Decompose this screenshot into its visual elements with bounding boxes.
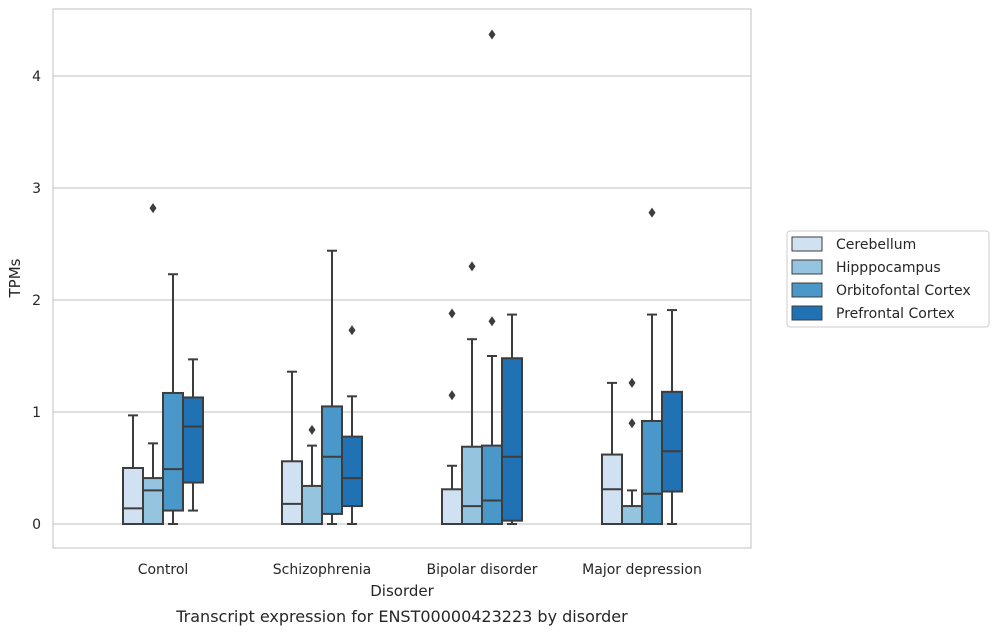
legend-label: Hipppocampus [836,260,941,276]
x-tick-label: Bipolar disorder [426,562,537,578]
outlier-marker [628,377,636,388]
box-plot [501,313,523,525]
box [162,391,184,512]
outlier-marker [149,203,157,214]
box [281,460,303,525]
legend-item: Orbitofontal Cortex [791,282,971,299]
x-axis: Control Schizophrenia Bipolar disorder Majo… [138,562,702,578]
y-axis: 0 1 2 3 4 [32,69,41,533]
box [481,444,503,526]
chart-caption: Transcript expression for ENST0000042322… [175,607,628,626]
box [301,484,323,526]
legend-label: Prefrontal Cortex [836,306,955,322]
box-plot [661,309,683,525]
outlier-marker [648,207,656,218]
legend-swatch [791,236,823,252]
x-tick-label: Major depression [582,562,702,578]
box [621,505,643,525]
box [182,396,204,484]
box [441,488,463,525]
outlier-marker [488,316,496,327]
box [321,405,343,515]
box [142,477,164,525]
box [122,467,144,525]
box [341,435,363,508]
box-plot [301,424,323,526]
y-tick-label: 2 [32,293,41,309]
box [461,445,483,525]
legend: Cerebellum Hipppocampus Orbitofontal Corte… [786,230,990,328]
legend-item: Hipppocampus [791,259,941,276]
box-plot [182,358,204,512]
outlier-marker [448,308,456,319]
y-axis-label: TPMs [6,258,24,298]
box [501,357,523,522]
legend-label: Cerebellum [836,237,916,253]
y-tick-label: 1 [32,405,41,421]
legend-items: Cerebellum Hipppocampus Orbitofontal Corte… [791,236,971,322]
x-tick-label: Schizophrenia [273,562,371,578]
outlier-marker [628,418,636,429]
box-plots [122,29,683,526]
y-tick-label: 3 [32,181,41,197]
y-tick-label: 4 [32,69,41,85]
box-plot [641,207,663,525]
legend-item: Cerebellum [791,236,916,253]
outlier-marker [308,424,316,435]
legend-frame [786,230,990,328]
legend-swatch [791,259,823,275]
outlier-marker [448,390,456,401]
box-plot [441,308,463,525]
y-tick-label: 0 [32,517,41,533]
outlier-marker [468,261,476,272]
legend-swatch [791,282,823,298]
x-axis-label: Disorder [370,582,434,600]
box-plot [601,381,623,525]
outlier-marker [488,29,496,40]
plot-frame [52,8,752,549]
box-plot [341,325,363,525]
box [661,390,683,493]
box [641,419,663,525]
box-plot [481,29,503,526]
box-plot [621,377,643,525]
legend-swatch [791,305,823,321]
legend-item: Prefrontal Cortex [791,305,955,322]
x-tick-label: Control [138,562,189,578]
legend-label: Orbitofontal Cortex [836,283,971,299]
outlier-marker [348,325,356,336]
